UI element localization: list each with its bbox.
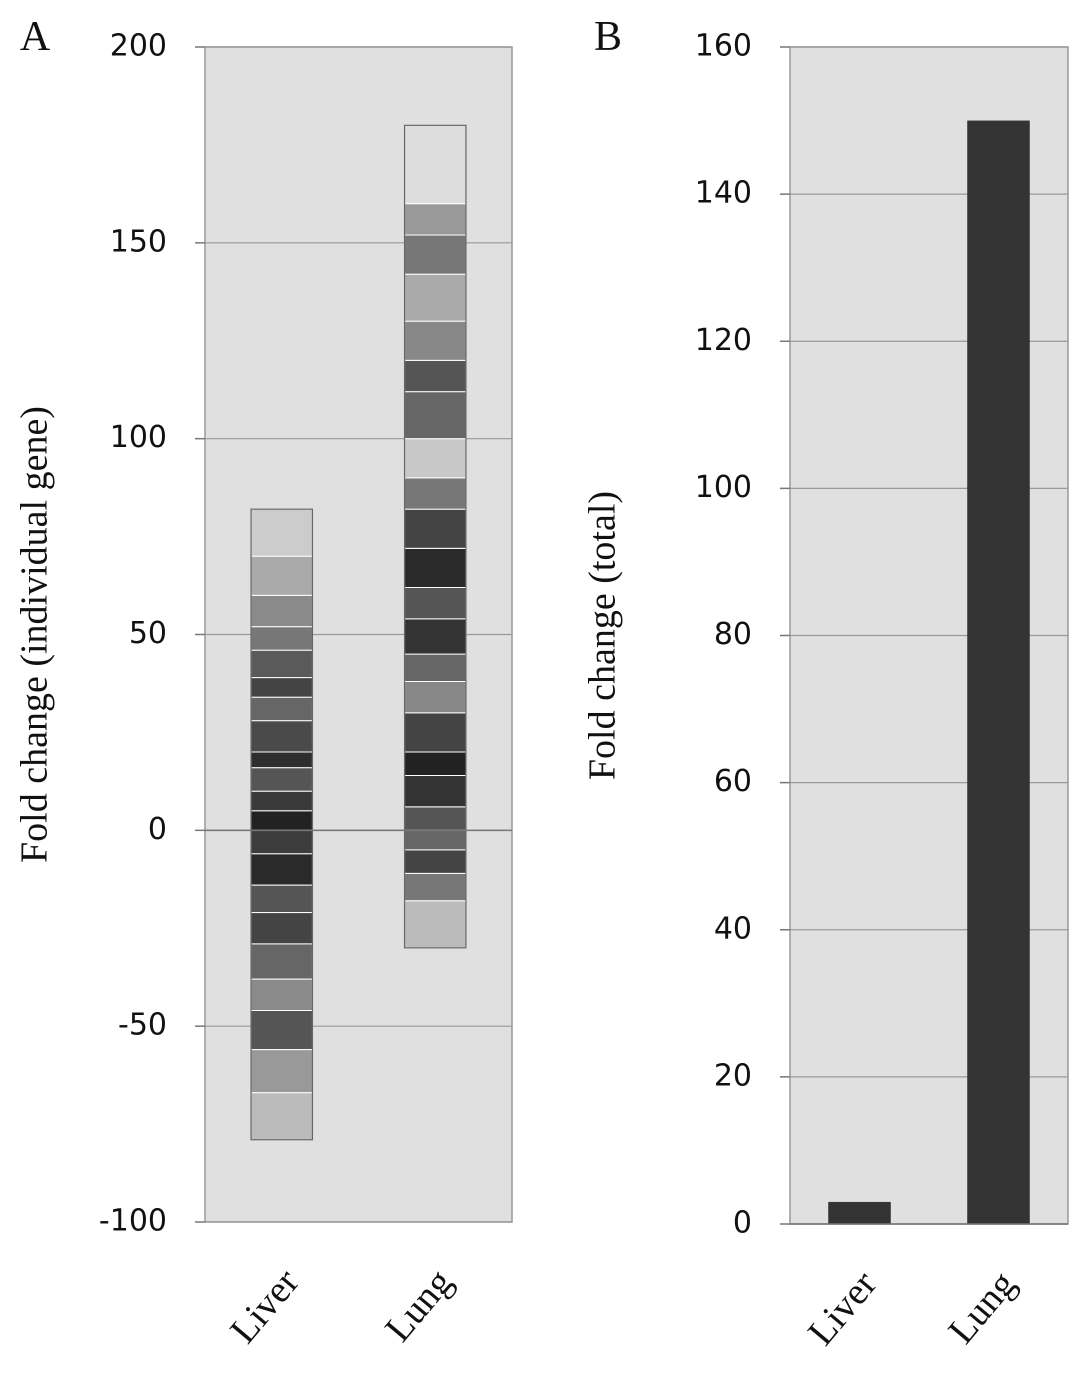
bar-segment: [404, 900, 467, 949]
y-axis-label: Fold change (individual gene): [14, 406, 56, 863]
y-tick-label: 0: [148, 812, 167, 847]
bar-segment: [250, 626, 313, 651]
bar: [967, 120, 1030, 1224]
bar-segment: [250, 790, 313, 812]
y-tick-label: 100: [695, 470, 752, 505]
x-tick-label: Liver: [800, 1263, 885, 1353]
bar-segment: [250, 720, 313, 753]
y-axis-label: Fold change (total): [582, 491, 624, 780]
bar-segment: [404, 587, 467, 620]
bar-segment: [250, 1049, 313, 1094]
bar-segment: [404, 849, 467, 874]
bar-segment: [404, 681, 467, 714]
bar-segment: [404, 618, 467, 655]
y-tick-label: 50: [129, 616, 167, 651]
y-tick-label: 60: [714, 764, 752, 799]
bar-segment: [250, 978, 313, 1012]
y-tick-label: 40: [714, 911, 752, 946]
y-tick-label: 200: [110, 29, 167, 64]
y-tick-label: 140: [695, 176, 752, 211]
bar-segment: [250, 884, 313, 914]
x-tick-label: Lung: [940, 1263, 1024, 1351]
y-tick-label: 160: [695, 29, 752, 64]
bar-segment: [404, 653, 467, 682]
bar-segment: [250, 912, 313, 945]
y-tick-label: 100: [110, 420, 167, 455]
bar-segment: [404, 359, 467, 393]
bar-segment: [404, 547, 467, 588]
x-tick-label: Lung: [377, 1261, 461, 1349]
bar-outline: [403, 124, 467, 949]
bar-segment: [250, 677, 313, 698]
bar-outline: [250, 508, 314, 1141]
y-tick-label: 150: [110, 224, 167, 259]
bar-segment: [404, 234, 467, 275]
bar-segment: [404, 872, 467, 902]
bar-segment: [250, 696, 313, 722]
bar-segment: [404, 438, 467, 479]
bar-segment: [250, 829, 313, 855]
bar-segment: [404, 751, 467, 776]
bar-segment: [404, 391, 467, 440]
bar-segment: [250, 853, 313, 886]
bar: [828, 1201, 891, 1224]
bar-segment: [250, 943, 313, 980]
bar-segment: [404, 477, 467, 510]
bar-segment: [404, 273, 467, 322]
bar-segment: [404, 203, 467, 236]
bar-segment: [250, 555, 313, 596]
panel-label: A: [20, 14, 51, 60]
bar-segment: [404, 320, 467, 361]
bar-segment: [250, 1092, 313, 1141]
y-tick-label: 0: [733, 1206, 752, 1241]
bar-segment: [250, 767, 313, 792]
bar-segment: [250, 649, 313, 679]
bar-segment: [404, 712, 467, 753]
y-tick-label: 80: [714, 617, 752, 652]
bar-segment: [250, 1010, 313, 1051]
panel-label: B: [594, 14, 622, 60]
bar-segment: [404, 775, 467, 808]
y-tick-label: -50: [118, 1008, 167, 1043]
y-tick-label: 20: [714, 1058, 752, 1093]
y-tick-label: -100: [99, 1204, 167, 1239]
y-tick-label: 120: [695, 323, 752, 358]
bar-segment: [404, 124, 467, 205]
x-tick-label: Liver: [222, 1261, 307, 1351]
bar-segment: [404, 508, 467, 549]
bar-segment: [404, 829, 467, 851]
bar-segment: [250, 810, 313, 831]
bar-segment: [404, 806, 467, 831]
bar-segment: [250, 751, 313, 769]
bar-segment: [250, 508, 313, 557]
bar-segment: [250, 594, 313, 628]
